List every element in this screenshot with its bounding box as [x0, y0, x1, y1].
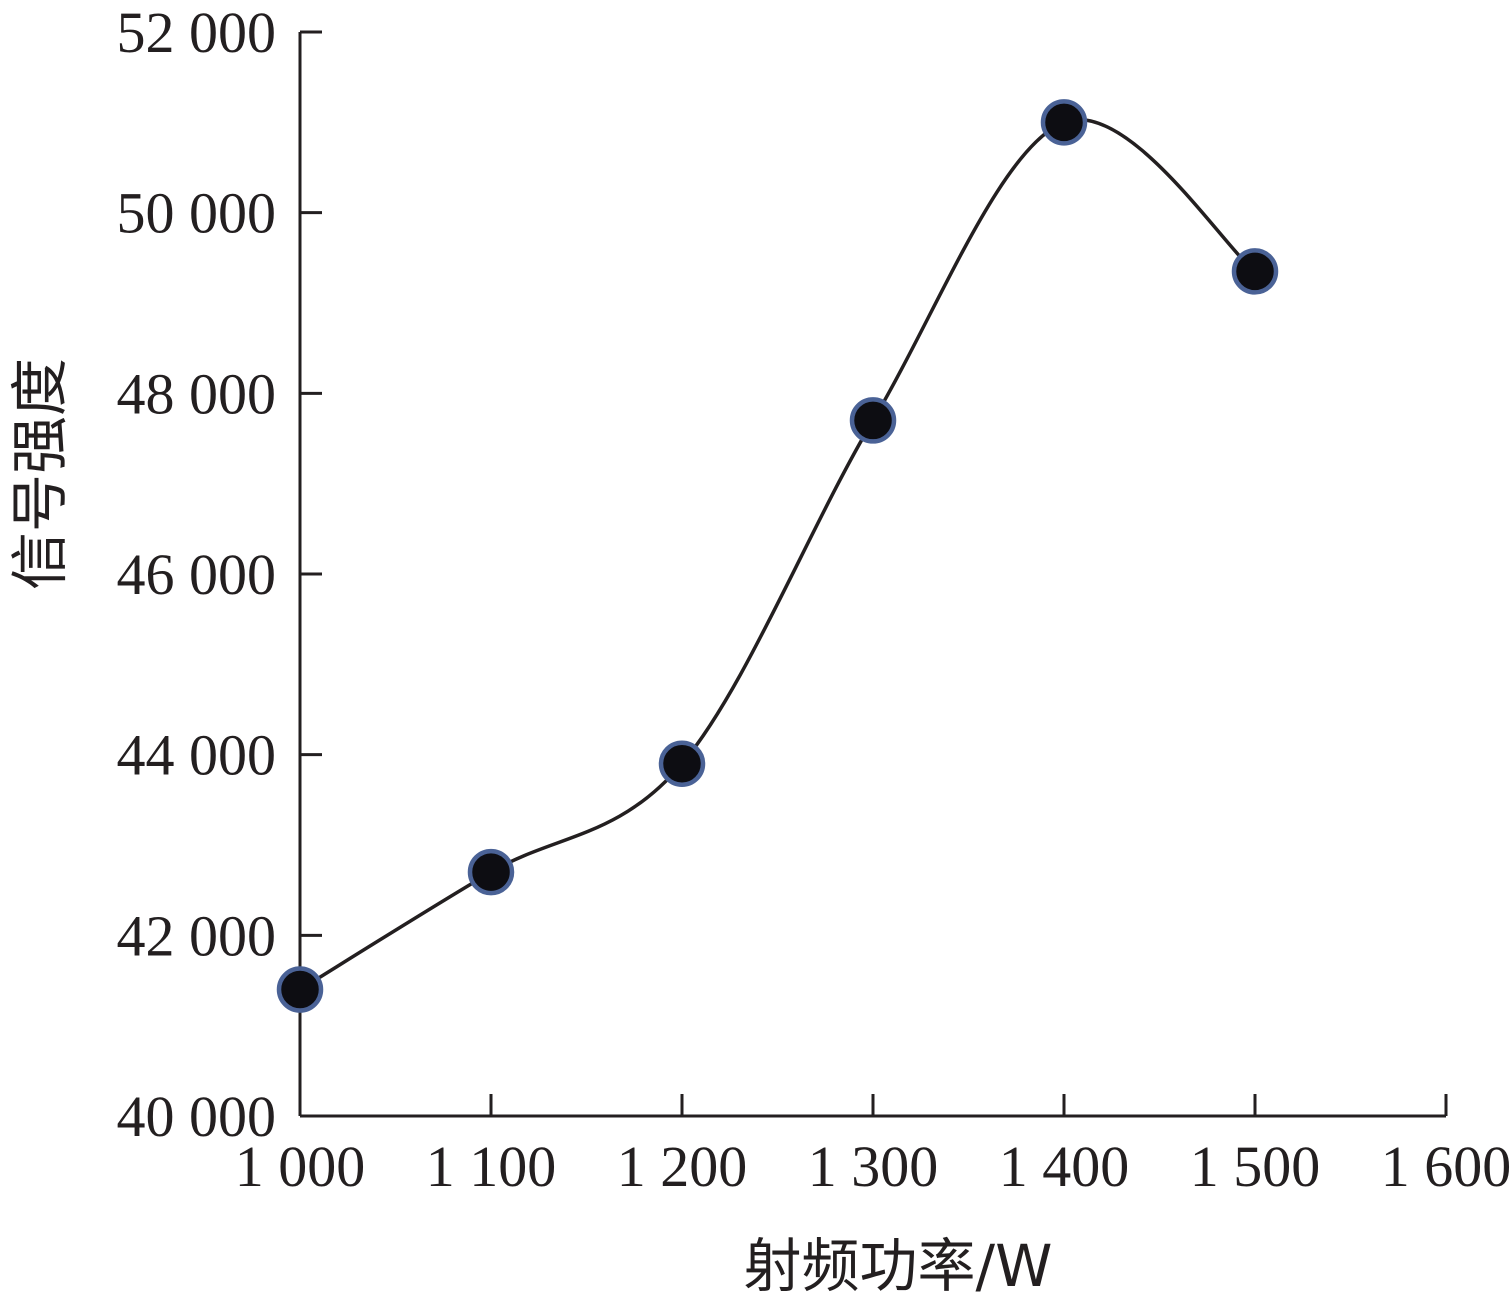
axes: [298, 30, 1448, 1118]
y-tick-label: 44 000: [117, 723, 277, 788]
y-tick-label: 40 000: [117, 1084, 277, 1149]
y-tick-label: 46 000: [117, 542, 277, 607]
x-tick-label: 1 200: [617, 1134, 748, 1199]
x-tick-label: 1 000: [235, 1134, 366, 1199]
data-point: [467, 848, 515, 896]
data-line: [299, 117, 1257, 992]
y-tick-label: 48 000: [117, 361, 277, 426]
x-tick-label: 1 500: [1190, 1134, 1321, 1199]
data-point: [1231, 248, 1279, 295]
data-point: [849, 397, 897, 444]
x-axis-title: 射频功率/W: [744, 1232, 1053, 1299]
x-tick-label: 1 600: [1381, 1134, 1512, 1199]
x-tick-label: 1 300: [808, 1134, 939, 1199]
data-markers: [276, 99, 1279, 1013]
data-point: [1040, 99, 1088, 146]
y-axis-title: 信号强度: [6, 358, 74, 590]
y-tick-label: 42 000: [117, 903, 277, 968]
x-tick-label: 1 100: [426, 1134, 557, 1199]
y-tick-label: 50 000: [117, 181, 277, 246]
data-point: [276, 966, 324, 1013]
tick-labels: 40 000 42 000 44 000 46 000 48 000 50 000 52 0…: [117, 0, 1512, 1199]
series-line: [299, 117, 1257, 992]
y-tick-label: 52 000: [117, 0, 277, 65]
data-point: [658, 740, 706, 787]
x-tick-label: 1 400: [999, 1134, 1130, 1199]
